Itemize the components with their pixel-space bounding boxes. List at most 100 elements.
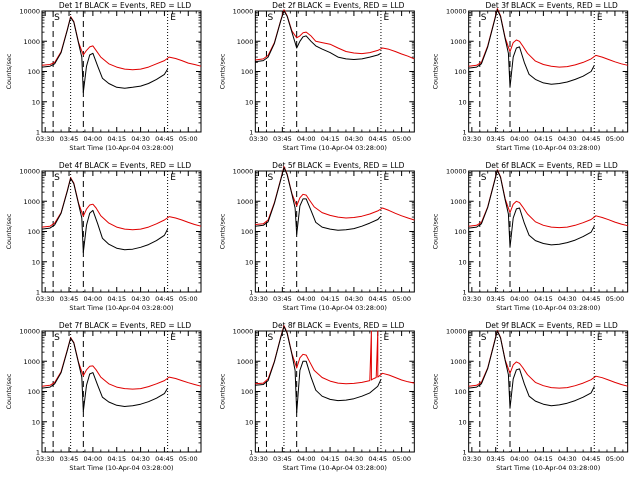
- y-axis-label: Counts/sec: [5, 53, 13, 89]
- x-tick-label: 04:30: [131, 135, 150, 143]
- plot-frame: [41, 170, 202, 293]
- x-tick-label: 04:30: [558, 455, 577, 463]
- x-tick-label: 04:30: [558, 295, 577, 303]
- interval-marker-e: E: [170, 13, 176, 23]
- y-tick-label: 1000: [450, 198, 467, 206]
- y-tick-label: 100: [28, 68, 40, 76]
- y-tick-label: 10000: [233, 168, 254, 176]
- x-tick-label: 04:30: [131, 295, 150, 303]
- detector-panel: Det 3f BLACK = Events, RED = LLD 1 10 100 10…: [432, 1, 629, 152]
- lld-series-line: [41, 337, 202, 390]
- x-tick-label: 05:00: [606, 455, 625, 463]
- x-tick-label: 04:15: [534, 455, 553, 463]
- x-tick-label: 05:00: [179, 135, 198, 143]
- y-tick-label: 100: [28, 228, 40, 236]
- lld-series-line: [255, 166, 415, 225]
- events-series-line: [255, 10, 382, 63]
- x-axis-label: Start Time (10-Apr-04 03:28:00): [283, 464, 387, 472]
- y-tick-label: 10000: [19, 8, 40, 16]
- y-tick-label: 1000: [23, 358, 40, 366]
- x-tick-label: 03:30: [36, 135, 55, 143]
- x-tick-label: 03:30: [462, 295, 481, 303]
- x-tick-label: 04:45: [582, 295, 601, 303]
- y-tick-label: 10: [245, 418, 253, 426]
- x-tick-label: 04:45: [155, 295, 174, 303]
- x-tick-label: 04:45: [368, 455, 387, 463]
- panel-title: Det 2f BLACK = Events, RED = LLD: [272, 1, 405, 10]
- y-axis-label: Counts/sec: [5, 373, 13, 409]
- x-tick-label: 05:00: [606, 295, 625, 303]
- detector-panel: Det 6f BLACK = Events, RED = LLD 1 10 100 10…: [432, 161, 629, 312]
- y-axis-label: Counts/sec: [218, 213, 226, 249]
- interval-marker-s: S: [54, 173, 60, 183]
- x-tick-label: 05:00: [179, 295, 198, 303]
- x-tick-label: 03:45: [486, 295, 505, 303]
- events-series-line: [41, 337, 169, 412]
- x-tick-label: 03:30: [36, 295, 55, 303]
- y-tick-label: 1: [249, 449, 253, 457]
- events-series-line: [255, 167, 382, 235]
- y-tick-label: 1000: [237, 358, 254, 366]
- x-tick-label: 04:15: [534, 295, 553, 303]
- events-series-line: [468, 169, 595, 248]
- y-tick-label: 1: [249, 129, 253, 137]
- x-axis-label: Start Time (10-Apr-04 03:28:00): [69, 304, 173, 312]
- x-tick-label: 04:15: [107, 455, 126, 463]
- x-tick-label: 03:45: [273, 455, 292, 463]
- plot-frame: [41, 330, 202, 453]
- y-tick-label: 10000: [19, 168, 40, 176]
- interval-marker-e: E: [597, 173, 603, 183]
- x-tick-label: 03:30: [249, 295, 268, 303]
- interval-marker-s: S: [267, 173, 273, 183]
- y-tick-label: 100: [241, 228, 253, 236]
- detector-panel: Det 4f BLACK = Events, RED = LLD 1 10 100 10…: [5, 161, 202, 312]
- detector-panel: Det 9f BLACK = Events, RED = LLD 1 10 100 10…: [432, 321, 629, 472]
- x-tick-label: 05:00: [392, 135, 411, 143]
- y-tick-label: 10: [245, 98, 253, 106]
- plot-frame: [254, 10, 415, 133]
- detector-panel: Det 5f BLACK = Events, RED = LLD 1 10 100 10…: [218, 161, 415, 312]
- y-tick-label: 100: [454, 228, 466, 236]
- panel-title: Det 6f BLACK = Events, RED = LLD: [486, 161, 619, 170]
- x-axis-label: Start Time (10-Apr-04 03:28:00): [496, 304, 600, 312]
- x-tick-label: 03:30: [36, 455, 55, 463]
- x-tick-label: 04:00: [84, 295, 103, 303]
- x-tick-label: 05:00: [392, 455, 411, 463]
- lld-series-line: [468, 329, 628, 389]
- x-tick-label: 03:30: [462, 135, 481, 143]
- x-tick-label: 04:45: [368, 135, 387, 143]
- interval-marker-s: S: [481, 173, 487, 183]
- y-tick-label: 1000: [450, 358, 467, 366]
- y-tick-label: 10: [32, 418, 40, 426]
- panel-title: Det 5f BLACK = Events, RED = LLD: [272, 161, 405, 170]
- x-axis-label: Start Time (10-Apr-04 03:28:00): [69, 144, 173, 152]
- x-tick-label: 05:00: [392, 295, 411, 303]
- interval-marker-e: E: [170, 333, 176, 343]
- events-series-line: [255, 326, 382, 414]
- events-series-line: [468, 9, 595, 88]
- y-tick-label: 10: [32, 258, 40, 266]
- x-tick-label: 03:45: [486, 135, 505, 143]
- x-tick-label: 04:15: [321, 455, 340, 463]
- x-tick-label: 04:45: [582, 135, 601, 143]
- x-tick-label: 03:30: [249, 135, 268, 143]
- x-tick-label: 05:00: [606, 135, 625, 143]
- x-tick-label: 04:15: [107, 135, 126, 143]
- x-axis-label: Start Time (10-Apr-04 03:28:00): [283, 144, 387, 152]
- y-axis-label: Counts/sec: [218, 373, 226, 409]
- x-tick-label: 04:30: [558, 135, 577, 143]
- y-axis-label: Counts/sec: [5, 213, 13, 249]
- y-axis-label: Counts/sec: [432, 53, 440, 89]
- events-series-line: [468, 330, 595, 409]
- x-tick-label: 04:15: [534, 135, 553, 143]
- y-tick-label: 1: [463, 129, 467, 137]
- interval-marker-e: E: [597, 13, 603, 23]
- lld-series-line: [255, 325, 415, 385]
- x-axis-label: Start Time (10-Apr-04 03:28:00): [283, 304, 387, 312]
- interval-marker-s: S: [54, 13, 60, 23]
- y-tick-label: 100: [454, 388, 466, 396]
- x-tick-label: 04:30: [131, 455, 150, 463]
- x-axis-label: Start Time (10-Apr-04 03:28:00): [496, 464, 600, 472]
- lld-series-line: [41, 16, 202, 71]
